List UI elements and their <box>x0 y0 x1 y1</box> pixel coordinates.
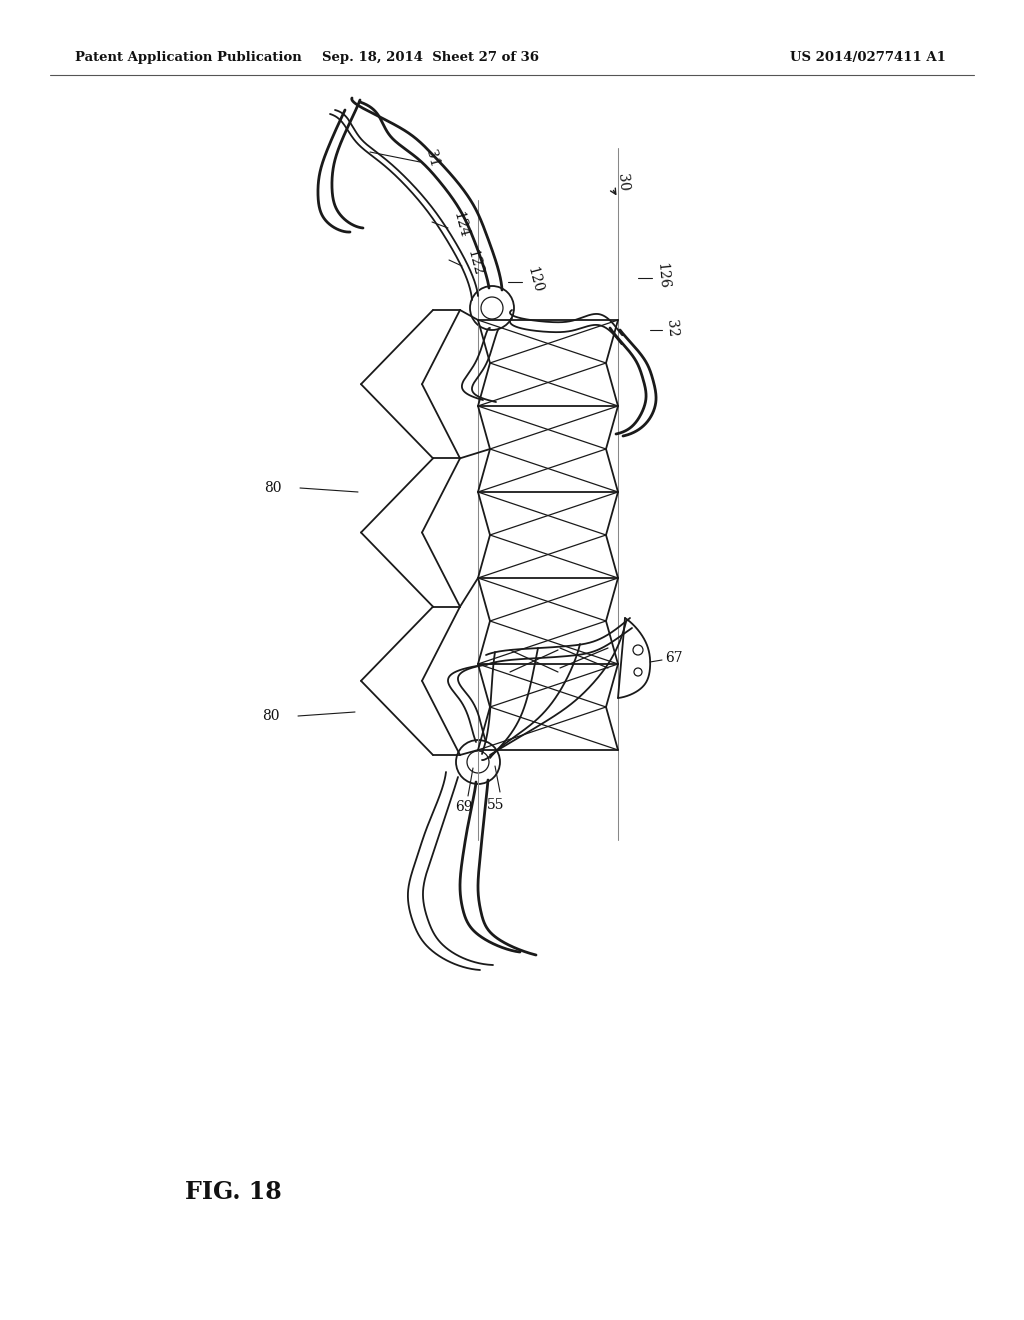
Text: 67: 67 <box>665 651 683 665</box>
Text: 55: 55 <box>487 799 505 812</box>
Text: 122: 122 <box>464 248 484 277</box>
Text: 69: 69 <box>456 800 473 814</box>
Text: 32: 32 <box>664 318 680 338</box>
Text: 120: 120 <box>524 265 545 294</box>
Text: 30: 30 <box>615 173 631 191</box>
Text: 31: 31 <box>423 148 441 169</box>
Text: US 2014/0277411 A1: US 2014/0277411 A1 <box>790 51 946 65</box>
Text: Sep. 18, 2014  Sheet 27 of 36: Sep. 18, 2014 Sheet 27 of 36 <box>322 51 539 65</box>
Text: 126: 126 <box>654 263 671 290</box>
Text: 80: 80 <box>262 709 280 723</box>
Text: FIG. 18: FIG. 18 <box>185 1180 282 1204</box>
Text: 124: 124 <box>450 210 470 240</box>
Text: Patent Application Publication: Patent Application Publication <box>75 51 302 65</box>
Text: 80: 80 <box>264 480 282 495</box>
